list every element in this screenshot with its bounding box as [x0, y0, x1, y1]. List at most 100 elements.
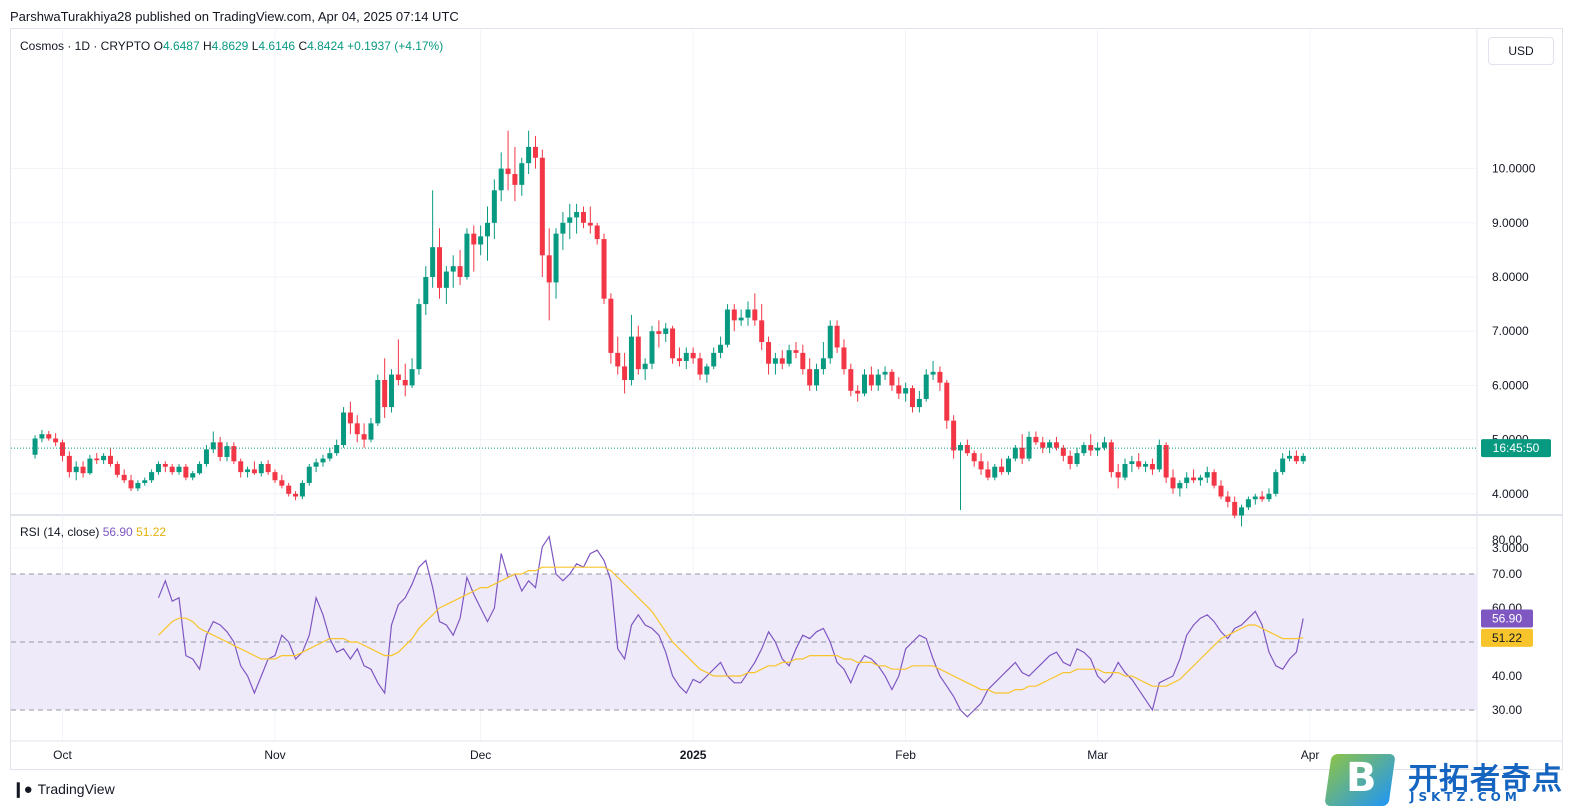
candle-down [1053, 442, 1059, 448]
candle-down [841, 347, 847, 370]
candle-up [574, 211, 580, 218]
price-grid [11, 29, 1563, 770]
candle-down [107, 455, 113, 464]
symbol-legend[interactable]: Cosmos · 1D · CRYPTO O4.6487 H4.8629 L4.… [20, 39, 443, 53]
candle-up [1143, 463, 1149, 467]
close-value: 4.8424 [307, 39, 344, 53]
candle-up [306, 466, 312, 483]
candle-down [615, 352, 621, 367]
candle-down [1060, 447, 1066, 456]
candle-up [745, 309, 751, 318]
candle-up [101, 455, 107, 461]
candle-down [971, 453, 977, 462]
candle-down [896, 385, 902, 394]
candle-down [1170, 477, 1176, 489]
rsi-tick-label: 40.00 [1492, 669, 1522, 683]
candle-up [1245, 499, 1251, 508]
candle-down [855, 390, 861, 394]
candle-up [704, 366, 710, 375]
candle-up [1252, 496, 1258, 500]
symbol-title: Cosmos · 1D · CRYPTO [20, 39, 151, 53]
rsi-lines [157, 535, 1304, 718]
candle-down [114, 463, 120, 475]
candle-up [553, 233, 559, 283]
candle-down [539, 157, 545, 256]
open-label: O [153, 39, 163, 53]
candle-down [656, 331, 662, 334]
candle-down [183, 466, 189, 478]
candle-up [1184, 477, 1190, 483]
candle-up [1197, 477, 1203, 481]
candle-down [608, 298, 614, 353]
price-tick-label: 10.0000 [1492, 162, 1536, 176]
price-badge [1481, 439, 1551, 458]
candle-up [334, 445, 340, 454]
currency-button[interactable]: USD [1488, 37, 1554, 65]
candle-up [478, 236, 484, 245]
candle-up [375, 379, 381, 424]
candle-down [59, 442, 65, 456]
price-tick-label: 8.0000 [1492, 270, 1529, 284]
candle-down [1067, 455, 1073, 464]
candle-down [1033, 436, 1039, 443]
candle-down [80, 466, 86, 474]
rsi-legend[interactable]: RSI (14, close) 56.90 51.22 [20, 525, 166, 539]
candle-down [231, 446, 237, 462]
candle-up [772, 358, 778, 364]
candle-up [1101, 442, 1107, 448]
candle-down [457, 266, 463, 277]
candle-down [437, 247, 443, 288]
price-tick-label: 9.0000 [1492, 216, 1529, 230]
candle-down [807, 369, 813, 386]
candle-up [957, 445, 963, 451]
watermark: B 开拓者奇点 JSKTZ.COM [1324, 752, 1566, 808]
candle-up [135, 482, 141, 489]
candle-up [923, 374, 929, 399]
candle-up [491, 190, 497, 223]
candle-down [868, 374, 874, 386]
candle-up [1204, 472, 1210, 478]
candle-up [1074, 453, 1080, 464]
time-tick-label: 2025 [680, 748, 707, 762]
rsi-ma-badge [1481, 628, 1533, 647]
price-tick-label: 6.0000 [1492, 378, 1529, 392]
candle-down [594, 225, 600, 240]
rsi-tick-label: 80.00 [1492, 533, 1522, 547]
candle-up [245, 469, 251, 473]
candle-down [251, 469, 257, 474]
candle-up [197, 463, 203, 474]
candle-up [1129, 461, 1135, 464]
candle-down [848, 369, 854, 391]
tradingview-logo[interactable]: ❙● TradingView [12, 780, 115, 798]
candle-up [992, 466, 998, 478]
candle-down [793, 350, 799, 353]
candle-up [1300, 455, 1306, 462]
candle-down [999, 466, 1005, 473]
candle-up [423, 277, 429, 305]
candle-up [87, 458, 93, 474]
candle-down [759, 320, 765, 343]
candle-up [299, 482, 305, 497]
candle-up [190, 473, 196, 478]
candle-up [916, 398, 922, 408]
candle-up [416, 304, 422, 370]
candle-down [382, 379, 388, 408]
candle-up [711, 352, 717, 367]
candle-up [862, 374, 868, 394]
candle-up [155, 463, 161, 473]
time-tick-label: Mar [1087, 748, 1108, 762]
candle-down [53, 438, 59, 443]
candle-down [1108, 442, 1114, 473]
candle-down [279, 480, 285, 486]
publisher-line: ParshwaTurakhiya28 published on TradingV… [10, 9, 459, 24]
candle-down [532, 146, 538, 158]
candle-up [203, 449, 209, 464]
tradingview-logo-icon: ❙● [12, 781, 33, 798]
candle-down [1115, 472, 1121, 478]
candle-up [1026, 436, 1032, 459]
candle-down [1088, 445, 1094, 451]
high-value: 4.8629 [211, 39, 249, 53]
candle-up [519, 163, 525, 185]
time-tick-label: Apr [1301, 748, 1320, 762]
